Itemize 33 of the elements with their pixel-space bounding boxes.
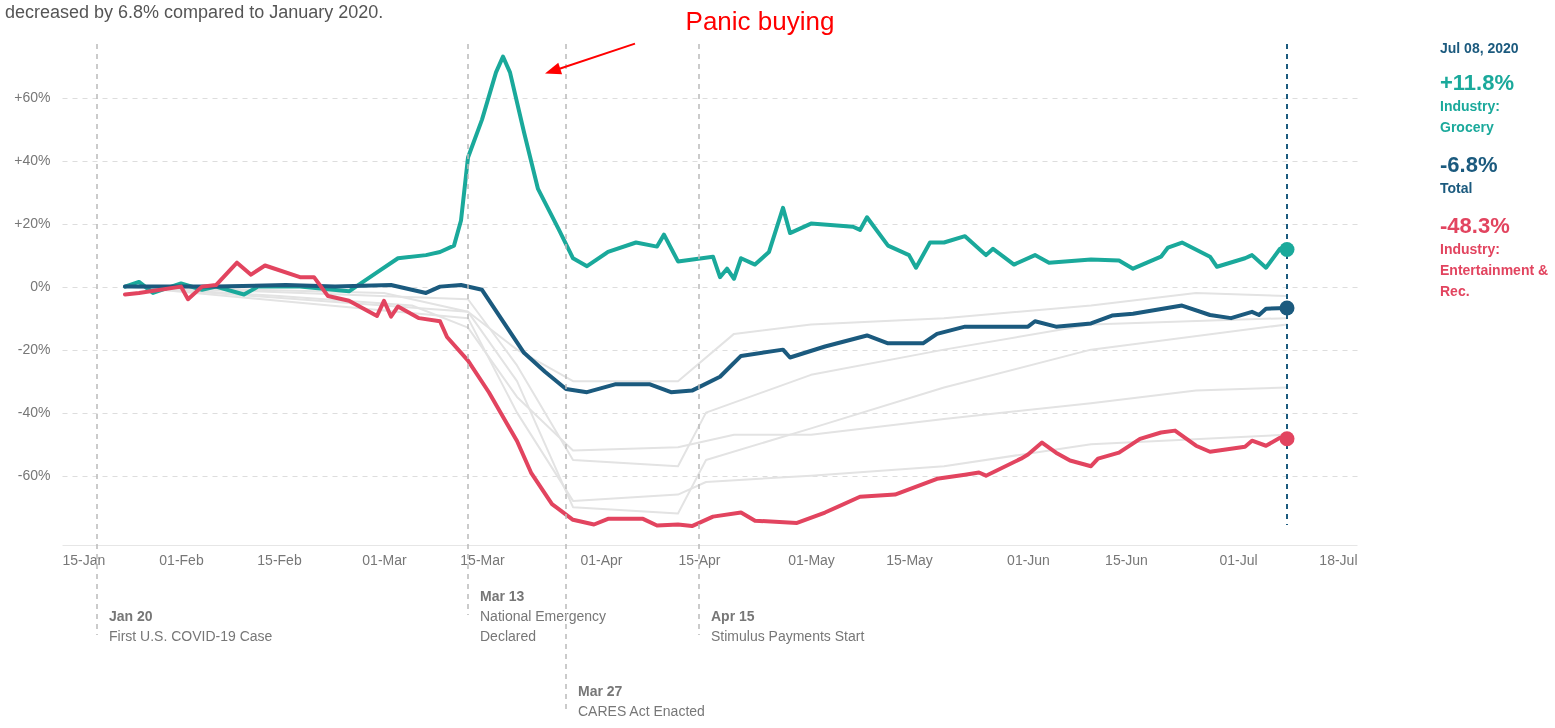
x-tick-label: 15-Jan [62,551,106,568]
y-tick-label: +60% [14,89,51,106]
ref-line-label: Mar 13 National Emergency Declared [480,588,607,644]
ref-line-label: Apr 15 Stimulus Payments Start [711,608,865,644]
y-tick-label: -60% [17,467,51,484]
x-tick-label: 15-Mar [460,551,505,568]
text: Industry: Grocery [1440,97,1501,137]
x-tick-label: 15-Jun [1105,551,1148,568]
chart-subtitle: decreased by 6.8% compared to January 2020. [5,2,384,23]
text: Total [1440,179,1474,198]
ref-line-label: Mar 27 CARES Act Enacted [578,683,705,719]
y-tick-label: +20% [14,215,51,232]
ref-line-label: Jul 08, 2020 [1440,40,1520,56]
y-tick-label: 0% [30,278,51,295]
text: +11.8% [1440,70,1515,96]
y-tick-label: -20% [17,341,51,358]
text: -6.8% [1440,152,1499,178]
x-tick-label: 01-Apr [580,551,623,568]
x-tick-label: 01-Feb [159,551,204,568]
x-tick-label: 01-Jul [1219,551,1258,568]
x-tick-label: 01-Mar [362,551,407,568]
text: Industry: Entertainment & Rec. [1440,240,1550,301]
x-tick-label: 15-Feb [257,551,302,568]
y-tick-label: -40% [17,404,51,421]
x-tick-label: 01-May [788,551,835,568]
x-tick-label: 01-Jun [1007,551,1050,568]
ref-line-label: Jan 20 First U.S. COVID-19 Case [109,608,273,644]
x-tick-label: 15-Apr [678,551,721,568]
text: Panic buying [685,5,835,36]
x-tick-label: 18-Jul [1319,551,1358,568]
text: -48.3% [1440,213,1511,239]
x-tick-label: 15-May [886,551,933,568]
y-tick-label: +40% [14,152,51,169]
